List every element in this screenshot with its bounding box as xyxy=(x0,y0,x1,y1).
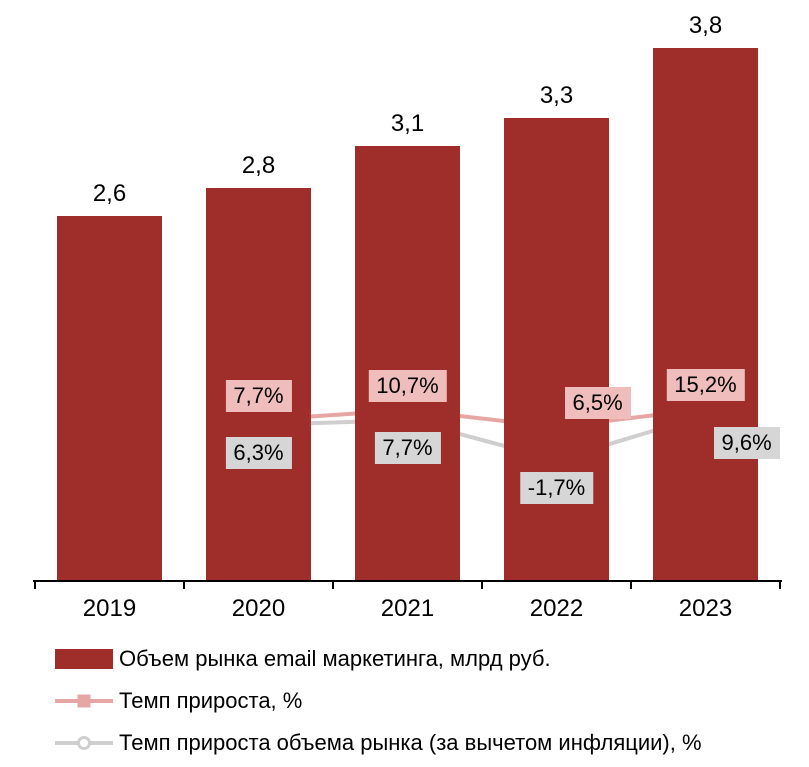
legend-item: Темп прироста, % xyxy=(55,688,702,714)
bar-value-label: 3,1 xyxy=(391,110,424,138)
bar xyxy=(57,216,162,580)
line_growth-label: 10,7% xyxy=(368,370,446,402)
x-axis-tick-label: 2021 xyxy=(381,595,434,623)
legend-swatch-line xyxy=(55,691,113,711)
combo-chart: Объем рынка email маркетинга, млрд руб. Т… xyxy=(0,0,809,767)
bar xyxy=(653,48,758,580)
legend-label: Объем рынка email маркетинга, млрд руб. xyxy=(119,646,551,672)
legend-swatch-bar xyxy=(55,649,113,669)
line_growth_real-label: 6,3% xyxy=(225,437,291,469)
bar-value-label: 2,6 xyxy=(93,180,126,208)
x-axis-tick-label: 2023 xyxy=(679,595,732,623)
bar-value-label: 2,8 xyxy=(242,152,275,180)
x-axis-tick-label: 2020 xyxy=(232,595,285,623)
bar-value-label: 3,8 xyxy=(689,12,722,40)
legend-swatch-line xyxy=(55,733,113,753)
legend-label: Темп прироста объема рынка (за вычетом и… xyxy=(119,730,702,756)
legend: Объем рынка email маркетинга, млрд руб. Т… xyxy=(55,646,702,756)
line_growth_real-label: -1,7% xyxy=(520,472,593,504)
legend-label: Темп прироста, % xyxy=(119,688,302,714)
bar-value-label: 3,3 xyxy=(540,82,573,110)
line_growth-label: 7,7% xyxy=(225,380,291,412)
legend-item: Темп прироста объема рынка (за вычетом и… xyxy=(55,730,702,756)
line_growth_real-label: 9,6% xyxy=(714,427,780,459)
x-axis-tick-label: 2022 xyxy=(530,595,583,623)
bar xyxy=(355,146,460,580)
x-axis-tick-label: 2019 xyxy=(83,595,136,623)
line_growth-label: 15,2% xyxy=(666,369,744,401)
legend-item: Объем рынка email маркетинга, млрд руб. xyxy=(55,646,702,672)
line_growth-label: 6,5% xyxy=(565,387,631,419)
line_growth_real-label: 7,7% xyxy=(374,432,440,464)
bar xyxy=(504,118,609,580)
